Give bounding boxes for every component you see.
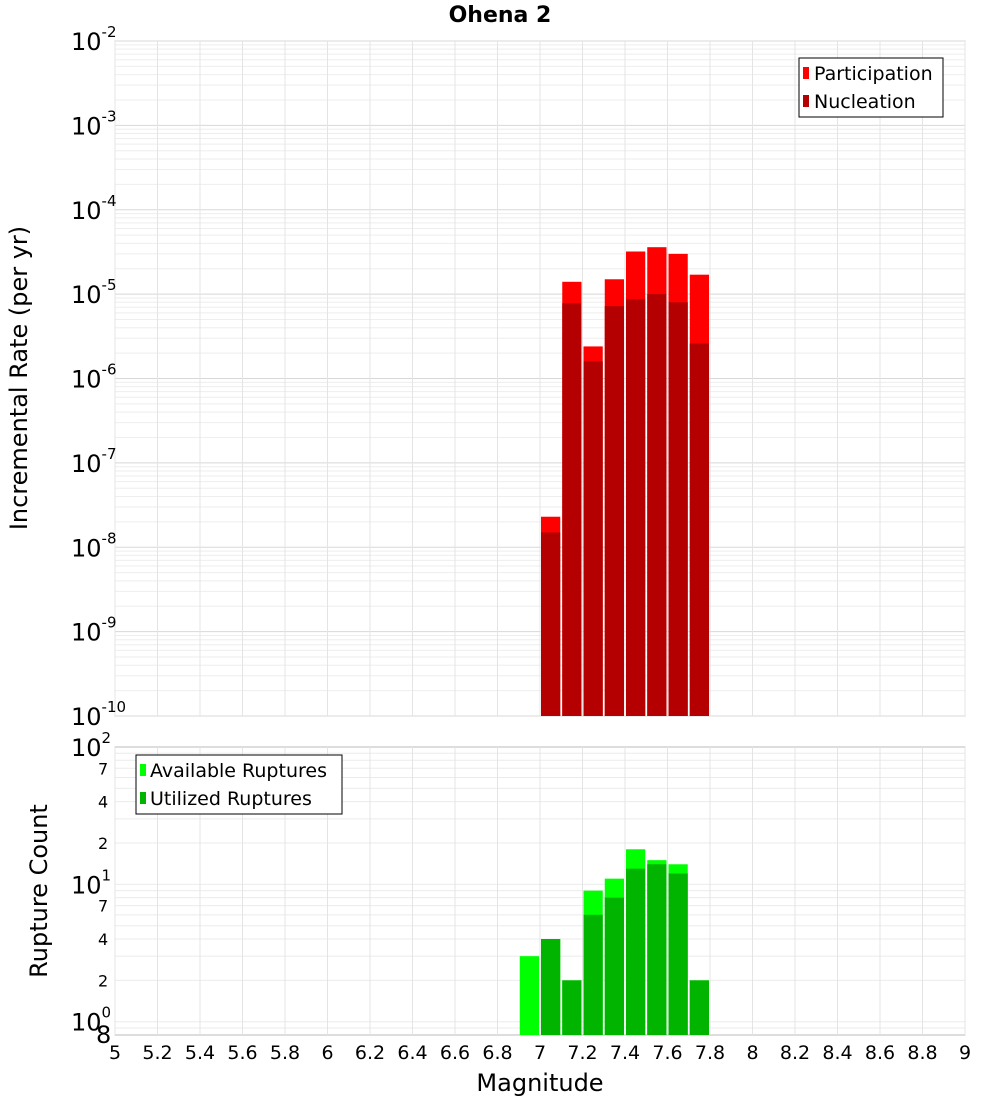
x-tick-label: 6 (321, 1042, 333, 1064)
y-tick-label: 10-4 (71, 192, 117, 225)
y-minor-tick-label: 7 (98, 759, 108, 778)
top-legend: Participation Nucleation (798, 57, 944, 118)
x-tick-label: 5.6 (227, 1042, 257, 1064)
y-minor-tick-label: 7 (98, 897, 108, 916)
x-tick-label: 6.8 (482, 1042, 512, 1064)
bottom-legend: Available Ruptures Utilized Ruptures (135, 754, 343, 815)
bar-nucleation (562, 303, 582, 716)
top-bars (541, 247, 709, 716)
bar-utilized-ruptures (562, 980, 582, 1035)
y-tick-label: 10-3 (71, 107, 117, 140)
bar-nucleation (668, 302, 688, 716)
x-tick-label: 7.2 (567, 1042, 597, 1064)
legend-swatch-participation (803, 67, 809, 79)
bar-available-ruptures (519, 956, 539, 1035)
y-tick-label: 101 (71, 866, 111, 899)
y-minor-tick-label: 4 (98, 930, 108, 949)
bottom-bars (519, 849, 709, 1035)
y-tick-label: 10-8 (71, 529, 117, 562)
legend-swatch-available-ruptures (140, 764, 146, 776)
x-tick-label: 5.2 (142, 1042, 172, 1064)
bar-utilized-ruptures (541, 939, 561, 1035)
x-tick-label: 8.2 (780, 1042, 810, 1064)
legend-label-nucleation: Nucleation (814, 91, 916, 113)
bar-nucleation (541, 532, 561, 716)
bar-utilized-ruptures (647, 864, 667, 1035)
bar-utilized-ruptures (583, 914, 603, 1035)
bar-nucleation (604, 306, 624, 716)
bar-utilized-ruptures (668, 873, 688, 1035)
x-tick-label: 9 (959, 1042, 971, 1064)
x-tick-label: 6.6 (440, 1042, 470, 1064)
bottom-legend-box (135, 754, 343, 815)
y-minor-tick-label: 8 (96, 1021, 111, 1049)
top-plot: 10-10 10-9 10-8 10-7 10-6 10-5 10-4 10-3 10-2 In… (5, 23, 966, 731)
x-tick-label: 7.8 (695, 1042, 725, 1064)
bar-utilized-ruptures (689, 980, 709, 1035)
x-tick-label: 8.4 (822, 1042, 852, 1064)
bar-utilized-ruptures (604, 897, 624, 1035)
top-grid (114, 40, 966, 717)
x-tick-label: 6.2 (355, 1042, 385, 1064)
bar-nucleation (647, 294, 667, 716)
y-tick-label: 10-6 (71, 361, 117, 394)
bar-nucleation (626, 299, 646, 716)
bar-nucleation (583, 361, 603, 716)
top-y-axis-label: Incremental Rate (per yr) (5, 226, 33, 530)
x-tick-label: 6.4 (397, 1042, 427, 1064)
bar-utilized-ruptures (626, 868, 646, 1035)
y-tick-label: 10-10 (71, 698, 126, 731)
x-tick-label: 8.6 (865, 1042, 895, 1064)
x-tick-label: 7.4 (610, 1042, 640, 1064)
y-minor-tick-label: 2 (98, 971, 108, 990)
top-legend-box (798, 57, 944, 118)
bar-nucleation (689, 343, 709, 716)
y-tick-label: 102 (71, 729, 111, 762)
legend-label-utilized-ruptures: Utilized Ruptures (150, 788, 312, 810)
x-tick-label: 5 (109, 1042, 121, 1064)
y-tick-label: 10-2 (71, 23, 117, 56)
bottom-grid (114, 747, 966, 1035)
chart-title: Ohena 2 (449, 3, 552, 28)
x-tick-labels: 5 5.2 5.4 5.6 5.8 6 6.2 6.4 6.6 6.8 7 7.2 7.4 7.6 7.8 8… (109, 1042, 971, 1064)
y-minor-tick-label: 2 (98, 834, 108, 853)
legend-swatch-nucleation (803, 95, 809, 107)
legend-label-participation: Participation (814, 63, 933, 85)
y-tick-label: 10-9 (71, 614, 117, 647)
x-tick-label: 5.8 (270, 1042, 300, 1064)
y-tick-label: 10-5 (71, 276, 117, 309)
y-minor-tick-label: 4 (98, 793, 108, 812)
x-tick-label: 7.6 (652, 1042, 682, 1064)
x-tick-label: 8 (746, 1042, 758, 1064)
bottom-y-axis-label: Rupture Count (25, 804, 53, 978)
legend-swatch-utilized-ruptures (140, 792, 146, 804)
x-tick-label: 7 (534, 1042, 546, 1064)
x-tick-label: 8.8 (907, 1042, 937, 1064)
x-axis-label: Magnitude (476, 1069, 603, 1097)
y-tick-label: 10-7 (71, 445, 117, 478)
legend-label-available-ruptures: Available Ruptures (150, 760, 327, 782)
x-tick-label: 5.4 (185, 1042, 215, 1064)
